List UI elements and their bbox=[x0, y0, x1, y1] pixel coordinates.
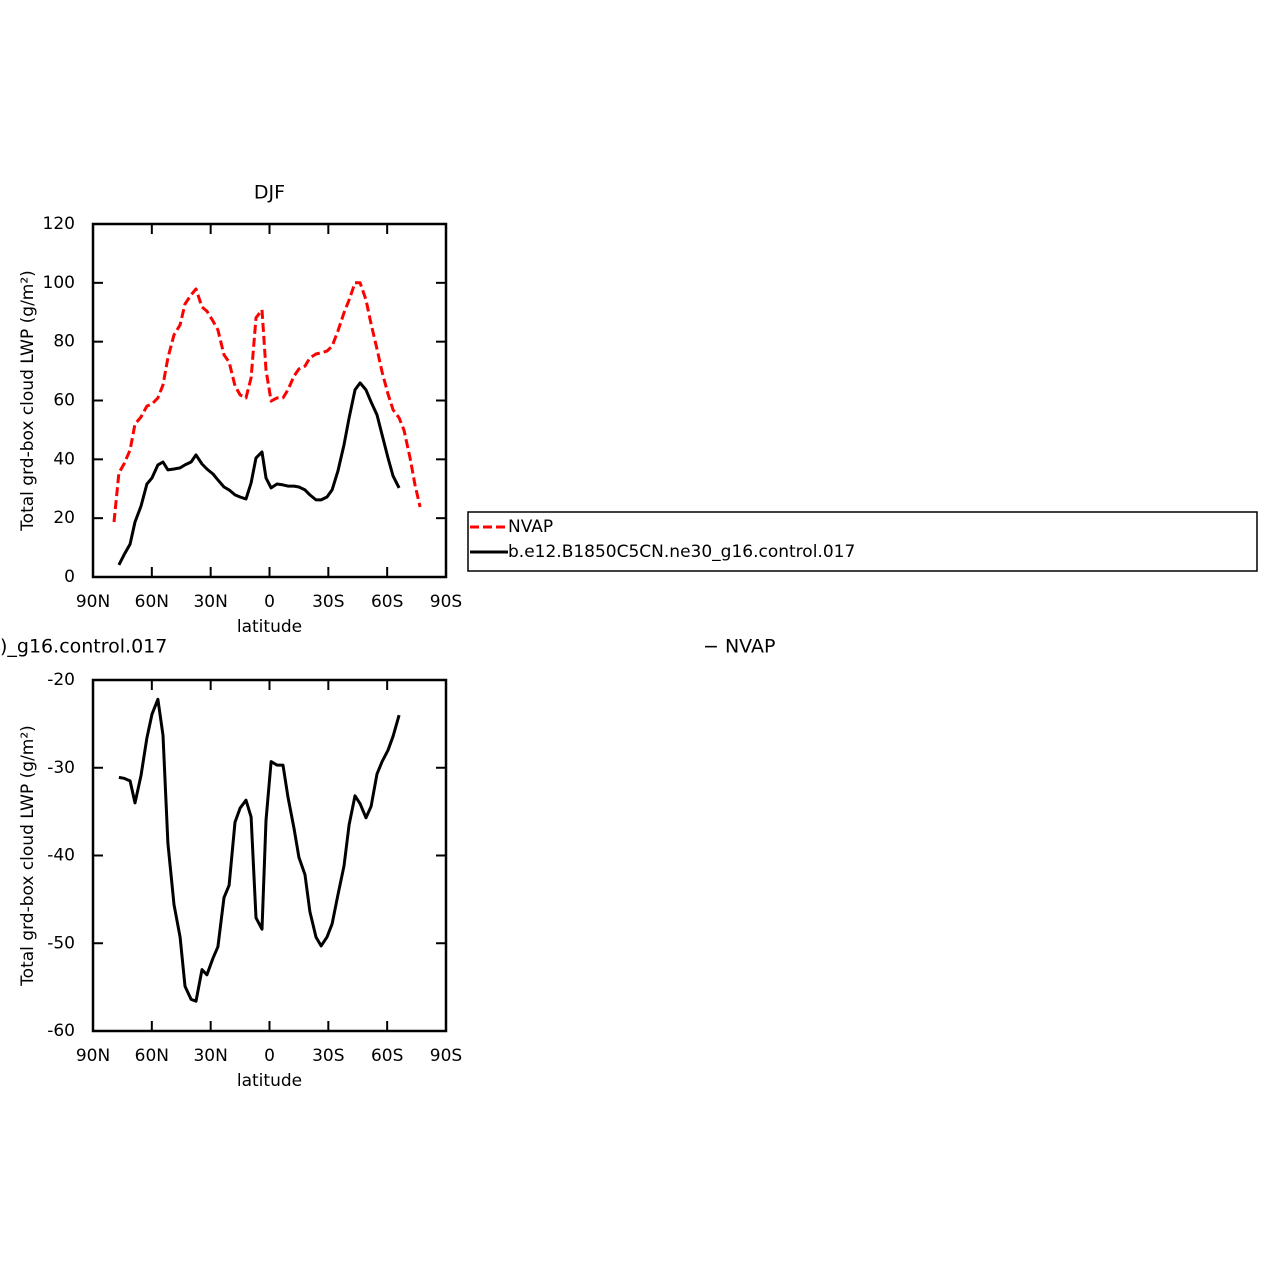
y-tick-label: 80 bbox=[53, 332, 75, 352]
y-tick-label: -40 bbox=[47, 846, 75, 866]
legend-label: NVAP bbox=[508, 517, 553, 537]
x-tick-label: 30S bbox=[312, 592, 344, 612]
y-axis-label: Total grd-box cloud LWP (g/m²) bbox=[18, 725, 38, 987]
x-tick-label: 60S bbox=[371, 1046, 403, 1066]
y-tick-label: -50 bbox=[47, 933, 75, 953]
data-line bbox=[118, 697, 401, 1003]
x-axis-label: latitude bbox=[237, 617, 302, 637]
x-tick-label: 60N bbox=[135, 1046, 169, 1066]
y-tick-label: 0 bbox=[64, 567, 75, 587]
x-tick-label: 90S bbox=[430, 592, 462, 612]
x-tick-label: 30N bbox=[193, 1046, 227, 1066]
x-tick-label: 90N bbox=[76, 1046, 110, 1066]
x-tick-label: 0 bbox=[264, 592, 275, 612]
y-axis-label: Total grd-box cloud LWP (g/m²) bbox=[18, 270, 38, 532]
x-tick-label: 90S bbox=[430, 1046, 462, 1066]
x-tick-label: 30S bbox=[312, 1046, 344, 1066]
subtitle-right: − NVAP bbox=[703, 636, 775, 658]
y-tick-label: 60 bbox=[53, 391, 75, 411]
y-tick-label: 120 bbox=[43, 214, 75, 234]
legend-label: b.e12.B1850C5CN.ne30_g16.control.017 bbox=[508, 542, 855, 562]
y-tick-label: -60 bbox=[47, 1021, 75, 1041]
y-tick-label: -20 bbox=[47, 670, 75, 690]
x-tick-label: 30N bbox=[193, 592, 227, 612]
chart-title: DJF bbox=[254, 182, 285, 204]
x-tick-label: 0 bbox=[264, 1046, 275, 1066]
x-tick-label: 60N bbox=[135, 592, 169, 612]
y-tick-label: 20 bbox=[53, 508, 75, 528]
y-tick-label: 100 bbox=[43, 273, 75, 293]
legend-box bbox=[467, 511, 1258, 572]
subtitle-left: )_g16.control.017 bbox=[0, 636, 167, 658]
data-line bbox=[112, 281, 422, 523]
x-axis-label: latitude bbox=[237, 1071, 302, 1091]
data-line bbox=[117, 381, 401, 566]
plot-frame bbox=[91, 222, 448, 579]
x-tick-label: 60S bbox=[371, 592, 403, 612]
y-tick-label: -30 bbox=[47, 758, 75, 778]
x-tick-label: 90N bbox=[76, 592, 110, 612]
y-tick-label: 40 bbox=[53, 449, 75, 469]
